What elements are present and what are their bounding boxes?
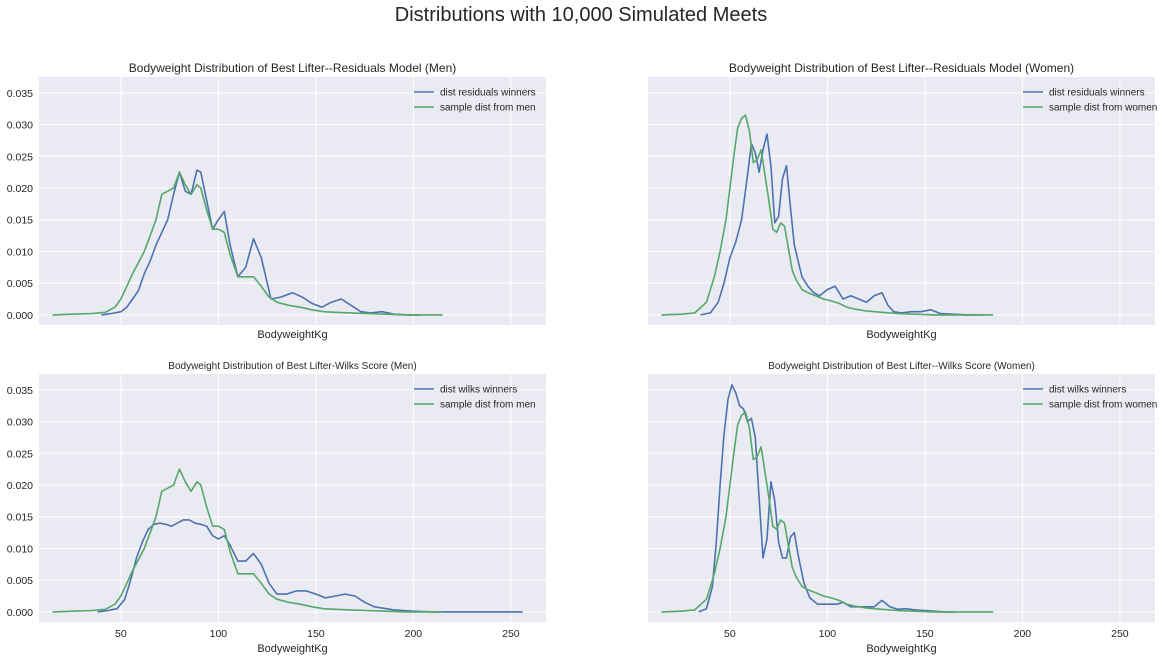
x-axis-label: BodyweightKg (866, 643, 936, 655)
plot-area (648, 77, 1155, 325)
y-tick-label: 0.030 (7, 417, 33, 429)
subplot-4: 50 100 150 200 250 Bodyweight Distribution of… (648, 361, 1157, 655)
y-tick-label: 0.025 (7, 151, 33, 163)
series-line-2 (661, 411, 994, 613)
x-tick-label: 50 (115, 628, 127, 640)
y-tick-label: 0.010 (7, 543, 33, 555)
legend-label: sample dist from women (1049, 400, 1157, 411)
x-tick-label: 100 (210, 628, 228, 640)
legend-label: dist wilks winners (440, 385, 517, 396)
x-tick-label: 250 (502, 628, 520, 640)
figure-title: Distributions with 10,000 Simulated Meet… (394, 4, 768, 26)
x-tick-label: 100 (819, 628, 837, 640)
y-tick-label: 0.035 (7, 385, 33, 397)
y-tick-label: 0.005 (7, 575, 33, 587)
y-tick-label: 0.000 (7, 607, 33, 619)
y-tick-label: 0.010 (7, 246, 33, 258)
plot-area (39, 374, 546, 622)
y-tick-label: 0.035 (7, 88, 33, 100)
x-tick-label: 200 (1014, 628, 1032, 640)
subplot-title: Bodyweight Distribution of Best Lifter--… (768, 361, 1035, 372)
x-axis-label: BodyweightKg (257, 329, 327, 341)
series-line-1 (97, 519, 523, 613)
legend-label: dist residuals winners (440, 88, 536, 99)
series-line-2 (52, 468, 443, 613)
legend-label: dist residuals winners (1049, 88, 1145, 99)
legend-label: dist wilks winners (1049, 385, 1126, 396)
y-tick-label: 0.005 (7, 278, 33, 290)
series-line-1 (698, 384, 955, 613)
series-line-2 (52, 171, 443, 316)
y-tick-label: 0.020 (7, 183, 33, 195)
y-tick-label: 0.025 (7, 448, 33, 460)
plot-area (39, 77, 546, 325)
subplot-1: 0.000 0.005 0.010 0.015 0.020 0.025 0.030 0.035… (7, 61, 546, 341)
series-line-2 (661, 114, 994, 316)
y-tick-label: 0.020 (7, 480, 33, 492)
subplot-3: 0.000 0.005 0.010 0.015 0.020 0.025 0.030 0.035… (7, 361, 546, 655)
legend-label: sample dist from men (440, 103, 536, 114)
x-tick-label: 250 (1111, 628, 1129, 640)
y-tick-label: 0.000 (7, 310, 33, 322)
y-tick-label: 0.030 (7, 120, 33, 132)
plot-area (648, 374, 1155, 622)
y-tick-label: 0.015 (7, 512, 33, 524)
series-line-1 (700, 133, 984, 316)
subplot-title: Bodyweight Distribution of Best Lifter--… (129, 61, 456, 75)
series-line-1 (101, 169, 422, 316)
x-tick-label: 200 (405, 628, 423, 640)
x-tick-label: 150 (307, 628, 325, 640)
x-axis-label: BodyweightKg (257, 643, 327, 655)
y-tick-label: 0.015 (7, 215, 33, 227)
subplot-2: Bodyweight Distribution of Best Lifter--… (648, 61, 1157, 341)
subplot-title: Bodyweight Distribution of Best Lifter-W… (168, 361, 416, 372)
x-axis-label: BodyweightKg (866, 329, 936, 341)
x-tick-label: 150 (916, 628, 934, 640)
subplot-title: Bodyweight Distribution of Best Lifter--… (729, 61, 1074, 75)
x-tick-label: 50 (724, 628, 736, 640)
legend-label: sample dist from women (1049, 103, 1157, 114)
legend-label: sample dist from men (440, 400, 536, 411)
